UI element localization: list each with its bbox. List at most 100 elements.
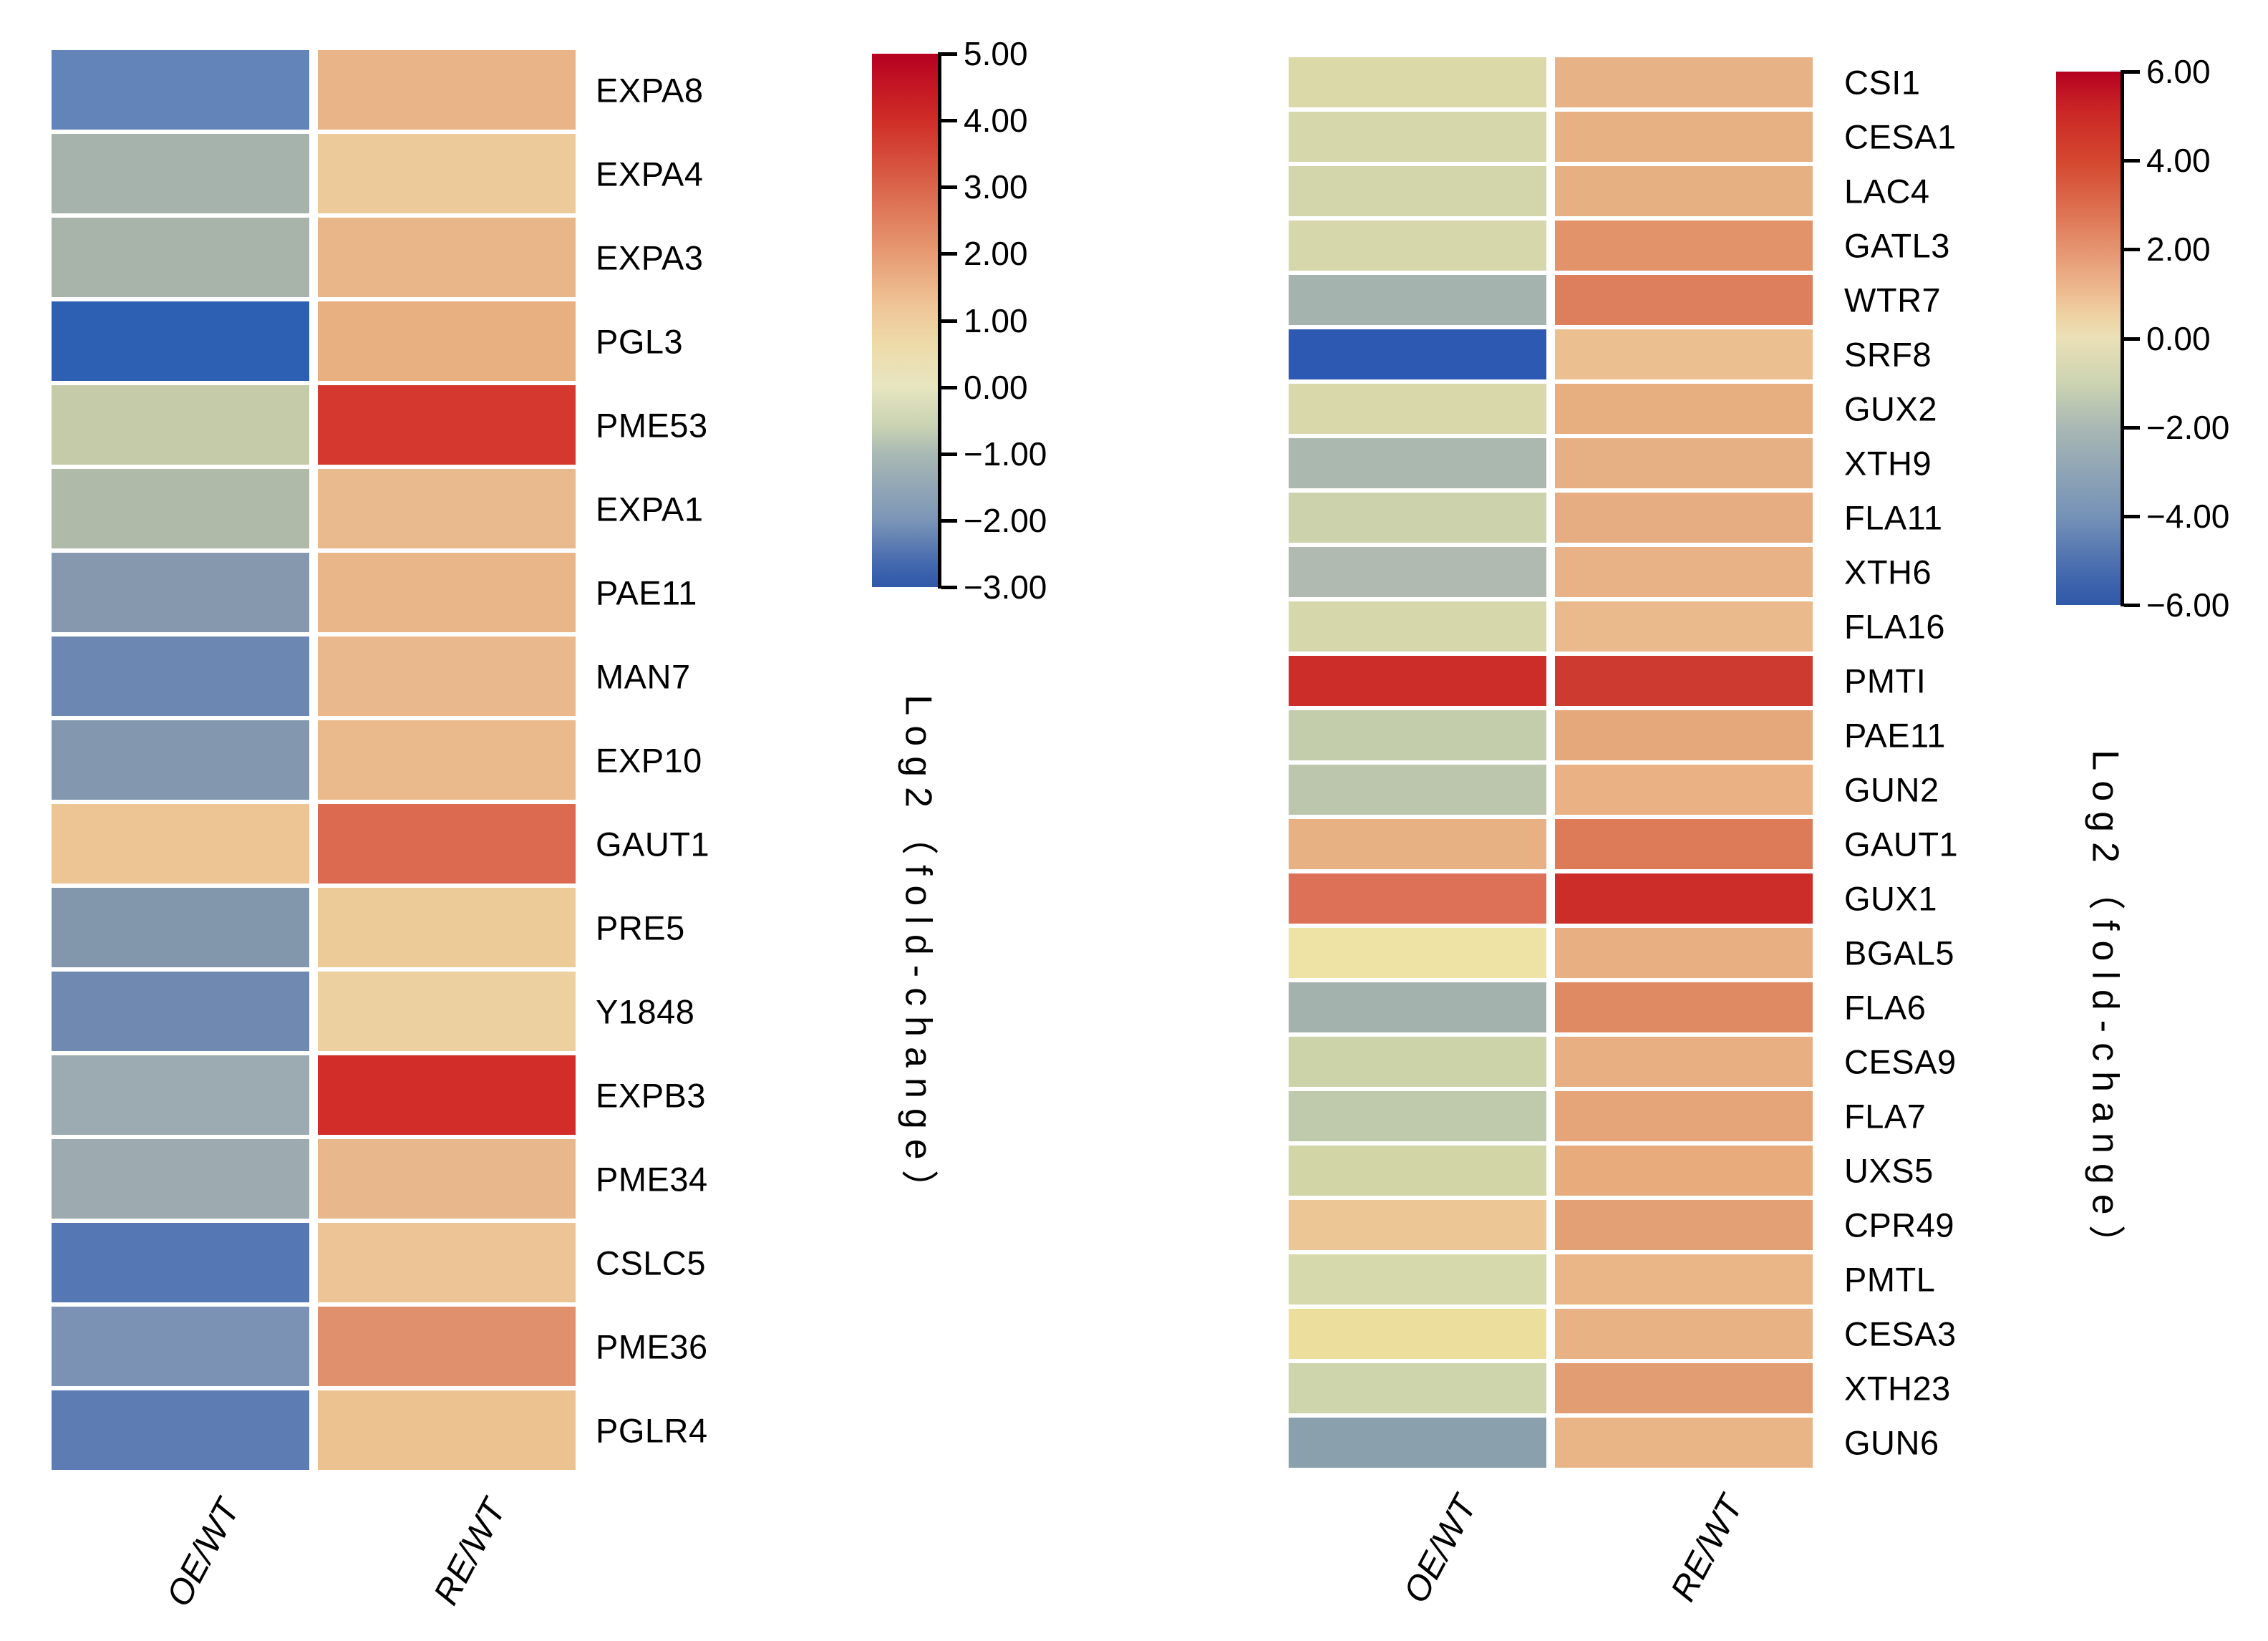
heatmap-cell	[318, 804, 576, 884]
heatmap-cell	[318, 1055, 576, 1135]
heatmap-cell	[1555, 819, 1813, 869]
heatmap-cell	[318, 553, 576, 632]
heatmap-cell	[318, 301, 576, 381]
gene-label: CESA3	[1844, 1315, 1957, 1353]
heatmap-cell	[1289, 656, 1546, 706]
heatmap-cell	[1555, 221, 1813, 271]
gene-label: PGLR4	[596, 1411, 708, 1449]
heatmap-cell	[1289, 1037, 1546, 1087]
colorbar-tick-label: −1.00	[964, 435, 1047, 473]
colorbar-tick	[941, 518, 957, 523]
colorbar-tick-label: 1.00	[964, 301, 1028, 339]
heatmap-cell	[1289, 275, 1546, 325]
colorbar-tick	[941, 452, 957, 456]
heatmap-cell	[318, 218, 576, 297]
heatmap-cell	[52, 1390, 309, 1470]
colorbar-tick	[941, 52, 957, 56]
gene-label: SRF8	[1844, 335, 1932, 374]
heatmap-cell	[318, 720, 576, 800]
heatmap-cell	[1555, 873, 1813, 924]
colorbar-title: Log2（fold-change）	[2084, 750, 2126, 1272]
heatmap-cell	[1289, 384, 1546, 434]
gene-label: CSLC5	[596, 1244, 707, 1282]
heatmap-cell	[1555, 112, 1813, 162]
colorbar-tick-label: 2.00	[964, 235, 1028, 273]
gene-label: MAN7	[596, 657, 691, 695]
heatmap-cell	[1555, 1309, 1813, 1359]
heatmap-cell	[1289, 493, 1546, 543]
heatmap-cell	[1555, 57, 1813, 107]
gene-label: XTH23	[1844, 1369, 1951, 1408]
column-label: OE/WT	[1396, 1489, 1485, 1609]
gene-label: PGL3	[596, 322, 684, 360]
heatmap-cell	[1555, 493, 1813, 543]
heatmap-cell	[1289, 873, 1546, 924]
heatmap-cell	[1289, 1146, 1546, 1196]
heatmap-cell	[1289, 1309, 1546, 1359]
heatmap-cell	[52, 1307, 309, 1386]
colorbar-tick-label: −6.00	[2146, 586, 2230, 624]
gene-label: GUN6	[1844, 1423, 1939, 1462]
colorbar-tick-label: 0.00	[964, 368, 1028, 406]
heatmap-cell	[1289, 329, 1546, 379]
gene-label: PAE11	[596, 573, 697, 611]
heatmap-cell	[1555, 928, 1813, 978]
colorbar-tick-label: −4.00	[2146, 497, 2230, 535]
colorbar-axis	[938, 52, 941, 589]
gene-label: PME36	[596, 1327, 708, 1365]
gene-label: GAUT1	[1844, 825, 1959, 863]
column-label: RE/WT	[1663, 1489, 1751, 1608]
colorbar-tick	[2124, 337, 2140, 341]
colorbar-tick	[2124, 159, 2140, 163]
heatmap-cell	[1555, 1200, 1813, 1250]
heatmap-cell	[1289, 221, 1546, 271]
heatmap-cell	[52, 804, 309, 884]
heatmap-cell	[318, 50, 576, 130]
heatmap-cell	[1289, 166, 1546, 216]
colorbar-tick	[941, 119, 957, 123]
gene-label: PME53	[596, 406, 708, 444]
heatmap-cell	[1289, 1418, 1546, 1468]
heatmap-cell	[1555, 1254, 1813, 1304]
heatmap-cell	[1289, 601, 1546, 652]
heatmap-cell	[1289, 1091, 1546, 1141]
heatmap-cell	[1555, 1363, 1813, 1413]
heatmap-cell	[52, 720, 309, 800]
gene-label: EXPA8	[596, 71, 704, 109]
heatmap-cell	[1555, 329, 1813, 379]
heatmap-cell	[1555, 547, 1813, 597]
colorbar-axis	[2121, 70, 2124, 606]
colorbar-tick-label: 2.00	[2146, 231, 2211, 268]
heatmap-cell	[1289, 1200, 1546, 1250]
gene-label: PMTI	[1844, 662, 1927, 700]
heatmap-cell	[1289, 765, 1546, 815]
colorbar-tick	[941, 185, 957, 190]
gene-label: Y1848	[596, 992, 695, 1030]
gene-label: FLA6	[1844, 988, 1927, 1027]
heatmap-cell	[1555, 1146, 1813, 1196]
colorbar-tick-label: −2.00	[2146, 408, 2230, 446]
gene-label: EXPB3	[596, 1076, 707, 1114]
gene-label: XTH6	[1844, 553, 1932, 591]
gene-label: WTR7	[1844, 281, 1942, 319]
colorbar-tick	[2124, 425, 2140, 430]
gene-label: GAUT1	[596, 825, 710, 863]
gene-label: EXPA3	[596, 238, 704, 276]
heatmap-cell	[1555, 1091, 1813, 1141]
gene-label: PAE11	[1844, 716, 1946, 755]
gene-label: CSI1	[1844, 63, 1921, 102]
heatmap-cell	[52, 1055, 309, 1135]
heatmap-cell	[318, 888, 576, 967]
heatmap-cell	[52, 301, 309, 381]
gene-label: BGAL5	[1844, 934, 1955, 972]
heatmap-cell	[1289, 112, 1546, 162]
heatmap-cell	[1555, 656, 1813, 706]
gene-label: UXS5	[1844, 1151, 1934, 1190]
heatmap-cell	[1289, 982, 1546, 1032]
gene-label: GATL3	[1844, 226, 1950, 265]
heatmap-cell	[1289, 547, 1546, 597]
gene-label: EXPA4	[596, 155, 704, 193]
heatmap-cell	[1555, 1418, 1813, 1468]
heatmap-cell	[1555, 166, 1813, 216]
